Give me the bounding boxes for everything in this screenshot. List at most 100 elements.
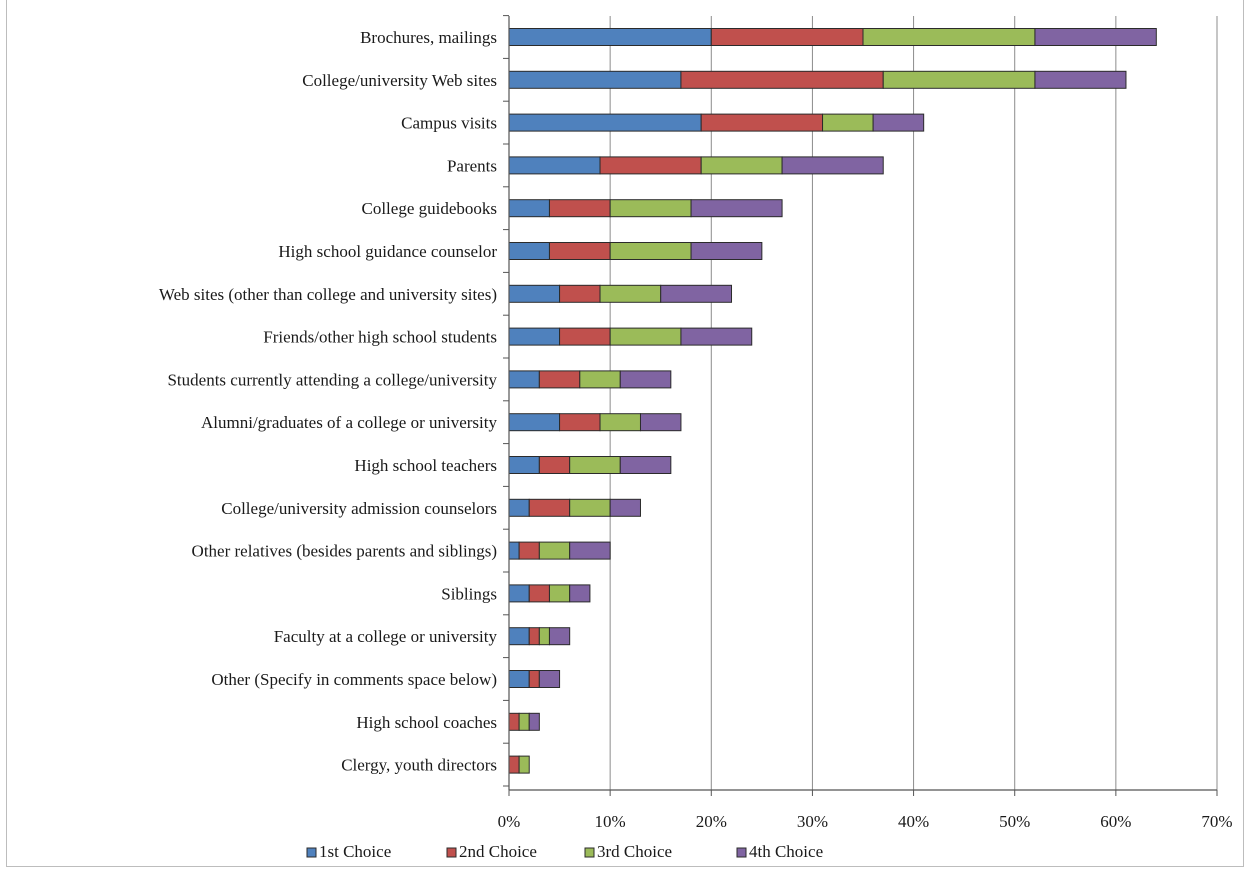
x-tick-label: 40%: [898, 812, 929, 831]
bar-segment: [538, 370, 581, 389]
bar-segment: [508, 541, 520, 560]
bar-segment: [609, 242, 692, 260]
category-label: Campus visits: [401, 114, 497, 133]
bar-segment: [569, 456, 621, 474]
bar-segment: [508, 28, 712, 46]
bar-segment: [508, 199, 550, 218]
bar-segment: [599, 156, 702, 175]
bar-segment: [528, 712, 540, 731]
category-label: College guidebooks: [361, 199, 497, 218]
legend-swatch: [584, 847, 595, 858]
legend-swatch: [736, 847, 747, 858]
category-label: Parents: [447, 156, 497, 175]
bar-segment: [518, 755, 530, 774]
bar-segment: [680, 327, 753, 346]
category-label: High school guidance counselor: [278, 242, 497, 261]
x-tick-label: 0%: [498, 812, 521, 831]
category-labels: Brochures, mailings College/university We…: [159, 28, 498, 775]
bar-segment: [508, 755, 520, 774]
category-label: Siblings: [441, 584, 497, 603]
category-label: Other relatives (besides parents and sib…: [192, 542, 497, 561]
category-label: Friends/other high school students: [263, 328, 497, 347]
bar-segment: [559, 284, 601, 303]
bar-segment: [700, 113, 824, 132]
x-tick-label: 10%: [595, 812, 626, 831]
bar-segment: [528, 670, 540, 688]
gridlines: [609, 16, 1218, 790]
category-label: High school coaches: [356, 713, 497, 732]
bar-segment: [538, 627, 550, 646]
x-tick-labels: 0% 10% 20% 30% 40% 50% 60% 70%: [498, 812, 1233, 831]
category-label: Clergy, youth directors: [341, 756, 497, 775]
bar-segment: [660, 284, 733, 303]
legend-item: 3rd Choice: [584, 842, 672, 861]
bar-segment: [609, 498, 641, 517]
category-label: Students currently attending a college/u…: [167, 370, 497, 389]
legend-item: 4th Choice: [736, 842, 823, 861]
bars: [508, 28, 1157, 774]
bar-segment: [508, 413, 561, 432]
bar-segment: [872, 113, 925, 132]
legend-item: 2nd Choice: [446, 842, 537, 861]
legend-label: 1st Choice: [319, 842, 391, 861]
category-label: Brochures, mailings: [360, 28, 497, 47]
bar-segment: [710, 28, 864, 46]
bar-segment: [862, 28, 1036, 46]
bar-segment: [569, 498, 611, 517]
bar-segment: [528, 627, 540, 646]
bar-segment: [599, 284, 662, 303]
bar-segment: [508, 456, 540, 474]
bar-segment: [508, 498, 530, 517]
bar-segment: [508, 156, 601, 175]
bar-segment: [639, 413, 682, 432]
bar-segment: [559, 413, 601, 432]
category-label: Other (Specify in comments space below): [211, 670, 497, 689]
category-label: College/university Web sites: [302, 71, 497, 90]
bar-segment: [508, 670, 530, 688]
bar-segment: [508, 627, 530, 646]
category-label: Faculty at a college or university: [274, 627, 498, 646]
legend-label: 2nd Choice: [459, 842, 537, 861]
stacked-bar-chart: Brochures, mailings College/university We…: [159, 15, 1233, 861]
bar-segment: [548, 242, 611, 260]
bar-segment: [508, 370, 540, 389]
bar-segment: [528, 584, 550, 603]
bar-segment: [700, 156, 783, 175]
legend-label: 4th Choice: [749, 842, 823, 861]
bar-segment: [548, 584, 571, 603]
bar-segment: [680, 70, 884, 89]
bar-segment: [619, 370, 672, 389]
bar-segment: [690, 199, 783, 218]
bar-segment: [548, 627, 571, 646]
bar-segment: [1034, 28, 1157, 46]
bar-segment: [599, 413, 641, 432]
x-tick-label: 50%: [999, 812, 1030, 831]
bar-segment: [579, 370, 621, 389]
bar-segment: [781, 156, 884, 175]
bar-segment: [518, 541, 540, 560]
legend-item: 1st Choice: [306, 842, 391, 861]
legend-label: 3rd Choice: [597, 842, 672, 861]
bar-segment: [882, 70, 1036, 89]
bar-segment: [508, 327, 561, 346]
bar-segment: [528, 498, 571, 517]
bar-segment: [559, 327, 611, 346]
category-label: Alumni/graduates of a college or univers…: [201, 413, 497, 432]
bar-segment: [538, 456, 571, 474]
category-label: College/university admission counselors: [221, 499, 497, 518]
bar-segment: [508, 242, 550, 260]
bar-segment: [609, 199, 692, 218]
bar-segment: [508, 284, 561, 303]
bar-segment: [609, 327, 682, 346]
x-tick-label: 60%: [1100, 812, 1131, 831]
bar-segment: [690, 242, 763, 260]
chart-frame: Brochures, mailings College/university We…: [6, 0, 1244, 867]
bar-segment: [508, 113, 702, 132]
x-tick-label: 20%: [696, 812, 727, 831]
bar-segment: [538, 541, 571, 560]
bar-segment: [548, 199, 611, 218]
legend-swatch: [446, 847, 457, 858]
bar-segment: [518, 712, 530, 731]
bar-segment: [619, 456, 672, 474]
legend-swatch: [306, 847, 317, 858]
